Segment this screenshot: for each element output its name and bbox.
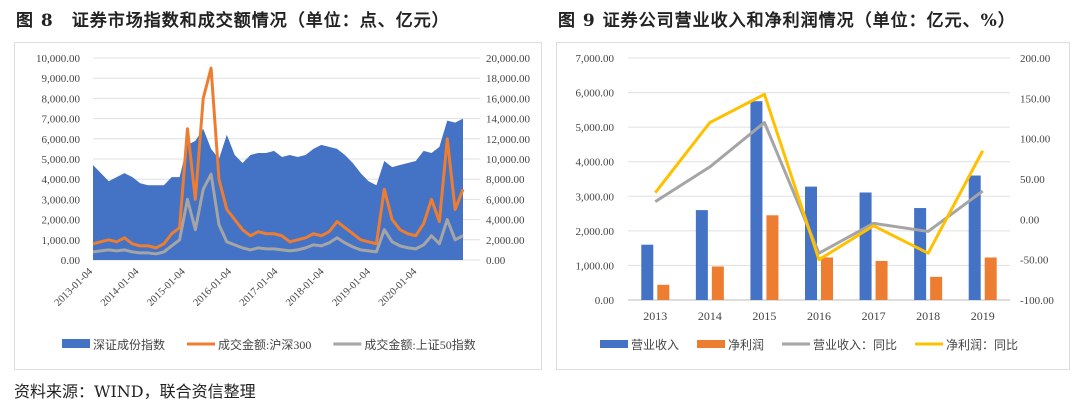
legend-swatch — [697, 340, 726, 348]
y-right-tick-label: 8,000.00 — [486, 174, 525, 186]
source-note: 资料来源：WIND，联合资信整理 — [14, 382, 256, 401]
y-left-tick-label: 7,000.00 — [42, 114, 81, 126]
x-tick-label: 2019-01-04 — [330, 266, 373, 309]
legend-label: 成交金额:沪深300 — [218, 337, 311, 352]
x-tick-label: 2016 — [807, 309, 831, 323]
y-left-tick-label: 1,000.00 — [576, 260, 615, 272]
y-right-tick-label: 2,000.00 — [486, 235, 525, 247]
bar-净利润 — [766, 215, 779, 300]
x-tick-label: 2016-01-04 — [192, 266, 235, 309]
bar-净利润 — [711, 266, 724, 300]
series-line-成交金额:上证50指数 — [92, 172, 464, 256]
y-left-tick-label: 2,000.00 — [42, 215, 81, 227]
bar-营业收入 — [641, 244, 654, 300]
y-right-tick-label: 100.00 — [1020, 134, 1051, 146]
y-right-tick-label: 6,000.00 — [486, 194, 525, 206]
series-line-营业收入：同比 — [654, 121, 984, 255]
y-left-tick-label: 5,000.00 — [576, 122, 615, 134]
bar-营业收入 — [695, 210, 708, 300]
y-left-tick-label: 6,000.00 — [576, 88, 615, 100]
series-line-净利润：同比 — [654, 92, 985, 262]
x-tick-label: 2017 — [862, 309, 886, 323]
legend-label: 营业收入：同比 — [813, 338, 897, 352]
x-tick-label: 2014 — [698, 309, 722, 323]
y-right-tick-label: 20,000.00 — [486, 53, 531, 65]
series-area-深证成份指数 — [93, 118, 463, 260]
y-right-tick-label: 16,000.00 — [486, 93, 531, 105]
y-right-tick-label: -100.00 — [1020, 295, 1054, 307]
y-right-tick-label: 150.00 — [1020, 93, 1051, 105]
y-left-tick-label: 3,000.00 — [42, 194, 81, 206]
legend-label: 深证成份指数 — [93, 337, 165, 352]
bar-营业收入 — [914, 208, 927, 300]
y-right-tick-label: 0.00 — [1020, 214, 1040, 226]
bar-净利润 — [930, 276, 943, 300]
x-tick-label: 2015 — [752, 309, 776, 323]
y-left-tick-label: 3,000.00 — [576, 191, 615, 203]
y-right-tick-label: 200.00 — [1020, 53, 1051, 65]
bar-营业收入 — [750, 101, 763, 300]
legend-swatch — [62, 339, 90, 348]
legend-label: 成交金额:上证50指数 — [364, 337, 475, 352]
bar-净利润 — [821, 257, 833, 300]
x-tick-label: 2019 — [971, 309, 995, 323]
x-tick-label: 2014-01-04 — [99, 266, 142, 309]
bar-净利润 — [657, 284, 670, 300]
y-right-tick-label: 0.00 — [486, 255, 506, 267]
figure8-title: 图 8 证券市场指数和成交额情况（单位：点、亿元） — [16, 11, 450, 31]
bar-营业收入 — [968, 175, 981, 300]
bar-净利润 — [984, 257, 997, 300]
y-right-tick-label: 14,000.00 — [486, 114, 531, 126]
y-left-tick-label: 2,000.00 — [576, 226, 615, 238]
bar-营业收入 — [859, 192, 872, 300]
y-right-tick-label: 4,000.00 — [486, 215, 525, 227]
bar-净利润 — [875, 260, 888, 300]
y-left-tick-label: 4,000.00 — [42, 174, 81, 186]
legend-label: 净利润：同比 — [946, 338, 1018, 352]
y-right-tick-label: 10,000.00 — [486, 154, 531, 166]
y-left-tick-label: 1,000.00 — [42, 235, 81, 247]
legend-swatch — [600, 340, 628, 348]
x-tick-label: 2020-01-04 — [377, 266, 420, 309]
series-line-成交金额:沪深300 — [92, 66, 465, 250]
y-right-tick-label: -50.00 — [1020, 255, 1049, 267]
y-left-tick-label: 4,000.00 — [576, 157, 615, 169]
legend-label: 营业收入 — [631, 338, 679, 352]
legend-label: 净利润 — [728, 338, 764, 352]
y-left-tick-label: 0.00 — [61, 255, 81, 267]
x-tick-label: 2018 — [916, 309, 940, 323]
y-right-tick-label: 12,000.00 — [486, 134, 531, 146]
y-left-tick-label: 7,000.00 — [576, 53, 615, 65]
x-tick-label: 2013 — [643, 309, 667, 323]
x-tick-label: 2013-01-04 — [53, 266, 96, 309]
y-left-tick-label: 8,000.00 — [42, 93, 81, 105]
y-left-tick-label: 5,000.00 — [42, 154, 81, 166]
y-left-tick-label: 10,000.00 — [36, 53, 81, 65]
y-right-tick-label: 18,000.00 — [486, 73, 531, 85]
x-tick-label: 2017-01-04 — [238, 266, 281, 309]
x-tick-label: 2018-01-04 — [284, 266, 327, 309]
y-right-tick-label: 50.00 — [1020, 174, 1045, 186]
y-left-tick-label: 9,000.00 — [42, 73, 81, 85]
bar-营业收入 — [805, 186, 817, 300]
y-left-tick-label: 6,000.00 — [42, 134, 81, 146]
figure9-title: 图 9 证券公司营业收入和净利润情况（单位：亿元、%） — [558, 11, 1016, 31]
y-left-tick-label: 0.00 — [595, 295, 615, 307]
x-tick-label: 2015-01-04 — [145, 266, 188, 309]
